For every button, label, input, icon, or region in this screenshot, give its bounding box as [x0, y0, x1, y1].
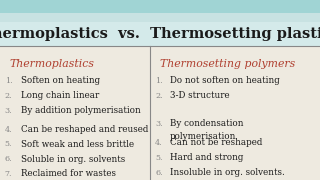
Text: 5.: 5.	[5, 140, 12, 148]
Text: 5.: 5.	[155, 154, 163, 162]
Text: 1.: 1.	[155, 77, 163, 85]
Text: Soluble in org. solvents: Soluble in org. solvents	[21, 155, 125, 164]
Text: Reclaimed for wastes: Reclaimed for wastes	[21, 170, 116, 179]
Text: 6.: 6.	[155, 168, 163, 177]
Text: 3-D structure: 3-D structure	[170, 91, 229, 100]
Text: 4.: 4.	[155, 139, 163, 147]
Text: 6.: 6.	[5, 155, 12, 163]
Text: 3.: 3.	[5, 107, 12, 114]
Text: Soft weak and less brittle: Soft weak and less brittle	[21, 140, 134, 149]
Text: Long chain linear: Long chain linear	[21, 91, 99, 100]
Bar	[0, 13, 320, 31]
Text: Can not be reshaped: Can not be reshaped	[170, 138, 262, 147]
Text: Thermoplastics: Thermoplastics	[10, 59, 95, 69]
Text: 7.: 7.	[5, 170, 12, 178]
Text: Hard and strong: Hard and strong	[170, 153, 243, 162]
Text: Can be reshaped and reused: Can be reshaped and reused	[21, 125, 148, 134]
Text: Thermoplastics  vs.  Thermosetting plastics: Thermoplastics vs. Thermosetting plastic…	[0, 27, 320, 41]
Text: Thermosetting polymers: Thermosetting polymers	[160, 59, 295, 69]
Text: Do not soften on heating: Do not soften on heating	[170, 76, 279, 86]
Text: Soften on heating: Soften on heating	[21, 76, 100, 86]
Text: By condensation: By condensation	[170, 119, 243, 128]
Text: Insoluble in org. solvents.: Insoluble in org. solvents.	[170, 168, 284, 177]
Text: By addition polymerisation: By addition polymerisation	[21, 106, 140, 115]
Text: 3.: 3.	[155, 120, 163, 128]
Text: 1.: 1.	[5, 77, 12, 85]
Text: polymerisation: polymerisation	[170, 132, 236, 141]
Bar	[0, 22, 320, 46]
Bar	[0, 46, 320, 180]
Bar	[0, 0, 320, 22]
Text: 4.: 4.	[5, 126, 12, 134]
Text: 2.: 2.	[155, 92, 163, 100]
Text: 2.: 2.	[5, 92, 12, 100]
